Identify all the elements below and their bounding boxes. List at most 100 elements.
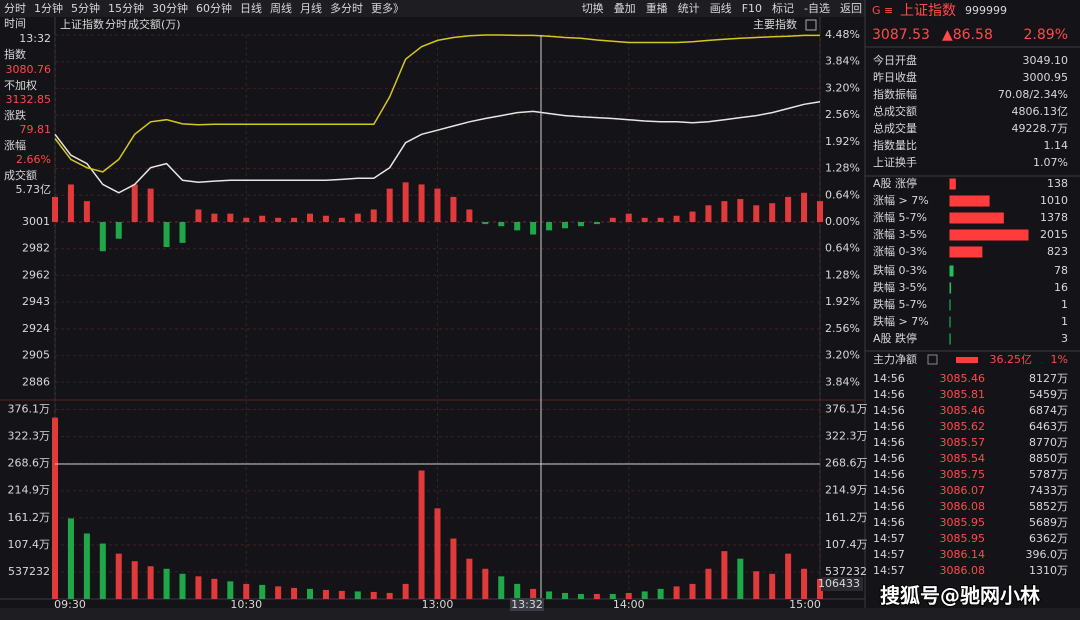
cursor-volume: 106433 xyxy=(818,577,860,590)
trade-price: 3085.46 xyxy=(940,404,986,417)
breadth-bar xyxy=(514,222,521,231)
volume-tick-label-right: 322.3万 xyxy=(825,430,868,443)
quote-change: ▲86.58 xyxy=(942,27,993,43)
breadth-count-bar xyxy=(949,246,983,258)
breadth-bar xyxy=(817,201,823,222)
y2-tick-label: 1.92% xyxy=(825,135,860,148)
trade-volume: 6874万 xyxy=(1029,404,1068,417)
toolbar-tab[interactable]: 多分时 xyxy=(330,1,363,15)
x-tick-label: 14:00 xyxy=(613,598,645,611)
volume-bar xyxy=(705,568,712,599)
breadth-bar xyxy=(657,217,664,222)
trade-time: 14:56 xyxy=(873,484,905,497)
toolbar-tab[interactable]: 月线 xyxy=(300,1,322,15)
main-net-bar xyxy=(956,357,978,363)
breadth-count-bar xyxy=(949,229,1029,241)
stat-value: 1.14 xyxy=(1044,139,1069,152)
volume-tick-label: 107.4万 xyxy=(8,538,51,551)
breadth-bar xyxy=(179,222,186,243)
volume-tick-label-right: 107.4万 xyxy=(825,538,868,551)
breadth-bar xyxy=(99,222,106,252)
breadth-bar xyxy=(275,217,282,222)
volume-tick-label: 161.2万 xyxy=(8,511,51,524)
toolbar-button[interactable]: 画线 xyxy=(710,1,732,15)
trade-volume: 8770万 xyxy=(1029,436,1068,449)
stat-label: 今日开盘 xyxy=(873,53,917,67)
trade-price: 3085.81 xyxy=(940,388,986,401)
breadth-count-bar xyxy=(949,195,990,207)
trade-price: 3086.07 xyxy=(940,484,986,497)
main-net-pct: 1% xyxy=(1051,353,1068,366)
volume-bar xyxy=(450,538,457,599)
toolbar-tab[interactable]: 30分钟 xyxy=(152,1,188,15)
toolbar-tab[interactable]: 周线 xyxy=(270,1,292,15)
toolbar-button[interactable]: 统计 xyxy=(678,2,700,15)
volume-bar xyxy=(737,558,744,599)
x-tick-label: 09:30 xyxy=(54,598,86,611)
breadth-bar xyxy=(338,217,345,222)
cursor-time-box xyxy=(510,598,544,611)
panel-icons: G ≡ xyxy=(872,4,893,17)
watermark: 搜狐号@驰网小林 xyxy=(880,584,1040,608)
unweighted-label: 不加权 xyxy=(4,79,37,92)
breadth-bar xyxy=(52,196,58,222)
breadth-count-bar xyxy=(949,282,952,294)
breadth-count-bar xyxy=(949,265,954,277)
toolbar-tab[interactable]: 日线 xyxy=(240,1,262,15)
volume-bar xyxy=(546,591,553,599)
breadth-bar xyxy=(482,222,489,225)
trade-volume: 7433万 xyxy=(1029,484,1068,497)
volume-bar xyxy=(163,568,170,599)
toolbar-button[interactable]: -自选 xyxy=(804,2,830,15)
toolbar-button[interactable]: 返回 xyxy=(840,2,862,15)
breadth-bar xyxy=(434,188,441,222)
breadth-bar xyxy=(801,192,808,222)
toolbar-tab[interactable]: 60分钟 xyxy=(196,1,232,15)
y2-tick-label: 3.84% xyxy=(825,55,860,68)
toolbar-tab[interactable]: 15分钟 xyxy=(108,1,144,15)
volume-bar xyxy=(498,576,505,599)
breadth-label: A股 涨停 xyxy=(873,176,917,190)
toolbar-tab[interactable]: 更多》 xyxy=(371,1,404,15)
y2-tick-label: 0.64% xyxy=(825,188,860,201)
volume-bar xyxy=(115,553,122,599)
breadth-count: 1010 xyxy=(1040,194,1068,207)
cursor-volume-box xyxy=(821,577,863,591)
toolbar-button[interactable]: 标记 xyxy=(772,1,794,15)
info-panel-bg xyxy=(0,17,55,199)
info-label: 涨跌 xyxy=(4,108,26,122)
x-tick-label: 13:00 xyxy=(422,598,454,611)
breadth-bar xyxy=(673,215,680,222)
toolbar-button[interactable]: F10 xyxy=(742,2,762,15)
breadth-bar xyxy=(769,203,776,222)
breadth-bar xyxy=(354,213,361,222)
breadth-bar xyxy=(211,213,218,222)
volume-bar xyxy=(530,588,537,599)
trade-volume: 5852万 xyxy=(1029,500,1068,513)
toolbar-tab[interactable]: 分时 xyxy=(4,2,26,15)
toolbar-tab[interactable]: 5分钟 xyxy=(71,1,100,15)
x-tick-label: 10:30 xyxy=(230,598,262,611)
stat-label: 昨日收盘 xyxy=(873,70,917,84)
volume-bar xyxy=(338,590,345,599)
volume-tick-label-right: 161.2万 xyxy=(825,511,868,524)
x-tick-label: 15:00 xyxy=(789,598,821,611)
trade-time: 14:56 xyxy=(873,388,905,401)
trade-volume: 8850万 xyxy=(1029,452,1068,465)
y-tick-label: 2962 xyxy=(22,268,50,281)
toolbar-button[interactable]: 叠加 xyxy=(614,2,636,15)
stat-value: 70.08/2.34% xyxy=(998,88,1068,101)
breadth-count: 138 xyxy=(1047,177,1068,190)
breadth-label: 跌幅 3-5% xyxy=(873,280,927,294)
toolbar-button[interactable]: 重播 xyxy=(646,1,668,15)
main-index-icon[interactable] xyxy=(805,19,817,31)
main-index-button[interactable]: 主要指数 xyxy=(753,17,797,31)
trade-price: 3086.14 xyxy=(940,548,986,561)
y-tick-label: 2924 xyxy=(22,322,50,335)
trade-time: 14:56 xyxy=(873,468,905,481)
breadth-bar xyxy=(625,213,632,222)
toolbar-button[interactable]: 切换 xyxy=(582,1,604,15)
toolbar-tab[interactable]: 1分钟 xyxy=(34,1,63,15)
main-net-label: 主力净额 xyxy=(873,352,917,366)
volume-tick-label: 214.9万 xyxy=(8,484,51,497)
